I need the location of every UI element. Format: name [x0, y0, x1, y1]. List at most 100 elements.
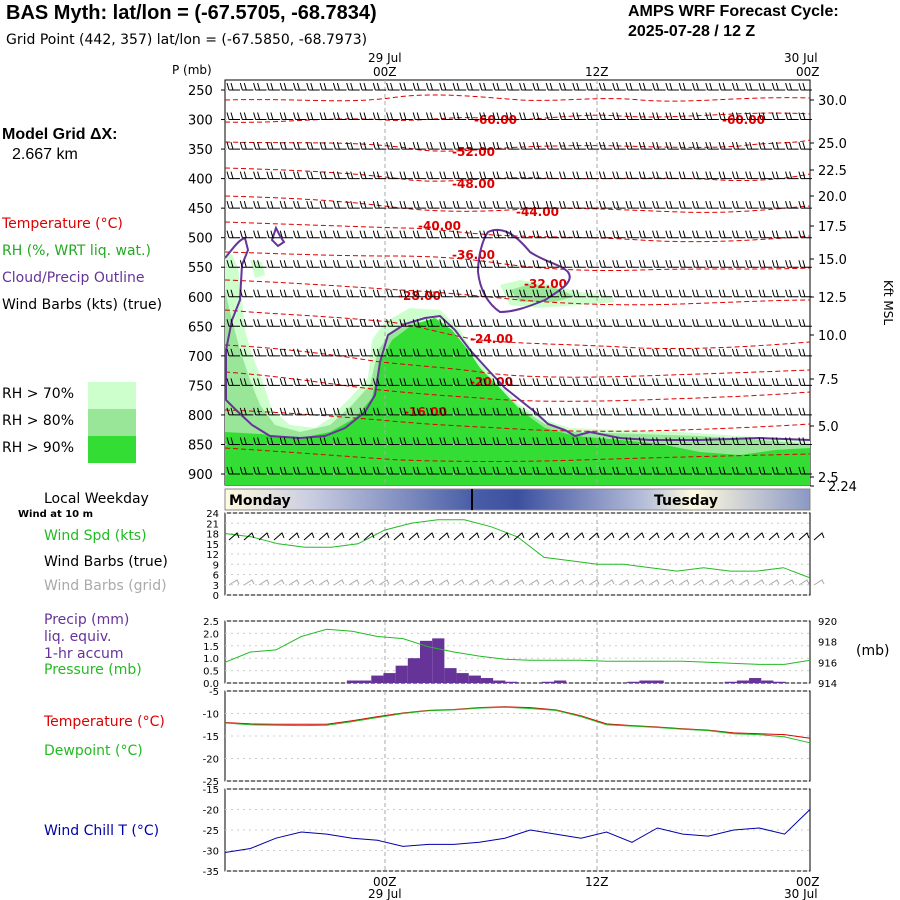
wind-barb: [638, 112, 653, 121]
wind-barb: [771, 348, 786, 357]
label-precip: Precip (mm) liq. equiv. 1-hr accum: [44, 612, 129, 663]
wind-barb: [718, 407, 733, 416]
surface-wind-barb: [228, 532, 240, 541]
wind-barb: [266, 141, 280, 150]
grid-wind-barb: [588, 579, 600, 586]
wind-barb: [572, 466, 586, 475]
wind-barb: [771, 230, 786, 239]
wind-barb: [718, 437, 733, 445]
wind-tick-label: 6: [213, 571, 219, 582]
wind-barb: [545, 260, 560, 268]
wind-barb: [505, 82, 520, 91]
wind-barb: [692, 112, 706, 121]
wind-barb: [479, 466, 493, 475]
wind-barb: [426, 171, 440, 180]
grid-label: Model Grid ΔX:: [2, 126, 118, 143]
wind-barb: [798, 407, 812, 416]
wind-barb: [665, 260, 679, 268]
wind-barb: [465, 141, 480, 150]
wind-tick-label: 24: [206, 509, 219, 520]
wind-barb: [572, 289, 586, 298]
wind-barb: [239, 407, 254, 416]
wind-barb: [412, 112, 427, 121]
wind-barb: [372, 141, 387, 150]
wind-barb: [625, 378, 639, 386]
wind-barb: [386, 466, 400, 475]
wind-barb: [731, 82, 746, 91]
wind-barb: [266, 319, 280, 327]
wind-barb: [665, 348, 679, 357]
wind-barb: [798, 141, 812, 150]
wind-barb: [306, 260, 320, 268]
wind-barb: [452, 260, 467, 268]
wind-barb: [731, 289, 746, 298]
wind-barb: [532, 348, 546, 357]
wind-barb: [625, 171, 639, 180]
precip-bar: [359, 680, 372, 683]
wind-barb: [253, 289, 267, 298]
wind-barb: [771, 201, 786, 209]
wind-barb: [612, 141, 626, 150]
wind-barb: [731, 378, 746, 386]
wind-barb: [319, 230, 334, 239]
temperature-contours: [224, 94, 811, 462]
wind-barb: [705, 407, 719, 416]
wind-barb: [346, 201, 360, 209]
surface-wind-barb: [588, 532, 600, 541]
wind-barb: [625, 437, 639, 445]
wind-barb: [625, 230, 639, 239]
wind-barb: [519, 141, 533, 150]
wind-barb: [279, 260, 294, 268]
wind-barb: [359, 407, 373, 416]
grid-value: 2.667 km: [12, 146, 78, 163]
wind-barb: [758, 141, 772, 150]
wind-barb: [266, 82, 280, 91]
wind-barb: [492, 466, 506, 475]
wind-barb: [638, 82, 653, 91]
wind-barb: [372, 171, 387, 180]
temperature-contour-label: -48.00: [452, 177, 495, 191]
wind-barb: [652, 289, 666, 298]
wind-barb: [705, 319, 719, 327]
wind-barb: [399, 407, 413, 416]
grid-wind-barb: [768, 579, 780, 586]
grid-wind-barb: [813, 579, 825, 586]
rh90-region: [225, 318, 810, 485]
wind-barb: [293, 407, 307, 416]
wind-barb: [519, 260, 533, 268]
wind-barb: [718, 289, 733, 298]
wind-barb: [731, 171, 746, 180]
wind-barb: [652, 82, 666, 91]
wind-barb: [293, 289, 307, 298]
temperature-contour-label: -20.00: [470, 375, 513, 389]
wind-barb: [771, 466, 786, 475]
wind-barb: [612, 201, 626, 209]
wind-barb: [479, 407, 493, 416]
surface-wind-barb: [273, 532, 285, 541]
wind-barb: [306, 141, 320, 150]
wind-barb: [585, 407, 600, 416]
wind-barb: [412, 437, 427, 445]
wind-barb: [492, 82, 506, 91]
wind-barb: [505, 201, 520, 209]
wind-barb: [652, 466, 666, 475]
wind-barb: [439, 348, 453, 357]
wind-barb: [625, 407, 639, 416]
precip-bar: [554, 680, 567, 683]
wind-barb: [718, 201, 733, 209]
pressure-tick-label: 650: [188, 320, 213, 335]
wind-barb: [559, 348, 573, 357]
wind-barb: [718, 112, 733, 121]
precip-bar: [639, 680, 652, 683]
wind-barb: [505, 230, 520, 239]
wind-barb: [758, 348, 772, 357]
wind-barb: [785, 112, 799, 121]
legend-temperature: Temperature (°C): [2, 216, 123, 232]
wind-barb: [226, 289, 240, 298]
forecast-cycle-value: 2025-07-28 / 12 Z: [628, 23, 756, 40]
wind-barb: [798, 82, 812, 91]
cross-section-panel: -60.00 -60.00-52.00-48.00-44.00-40.00-36.…: [188, 79, 857, 495]
pressure-tick-label: 500: [188, 232, 213, 247]
wind-barb: [519, 201, 533, 209]
wind-tick-label: 15: [206, 540, 219, 551]
